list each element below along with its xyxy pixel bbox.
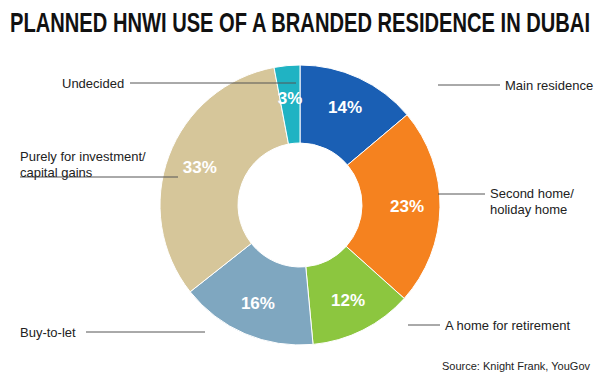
data-label: 3% xyxy=(278,89,303,108)
leader-line xyxy=(408,325,440,326)
category-label: A home for retirement xyxy=(445,318,570,333)
leader-line xyxy=(438,85,500,86)
data-label: 12% xyxy=(331,291,365,310)
leader-line xyxy=(86,332,205,333)
category-label-line: Purely for investment/ xyxy=(20,149,146,164)
category-label-line: Second home/ xyxy=(490,186,574,201)
category-label: Main residence xyxy=(505,78,593,93)
donut: 14% 23% 12% 16% 33% 3% xyxy=(160,65,440,345)
category-label: Purely for investment/capital gains xyxy=(20,149,146,180)
category-label-line: Buy-to-let xyxy=(20,325,76,340)
category-label-line: holiday home xyxy=(490,202,567,217)
data-label: 14% xyxy=(328,98,362,117)
data-label: 33% xyxy=(183,158,217,177)
leader-line xyxy=(438,194,485,195)
category-label-line: A home for retirement xyxy=(445,318,570,333)
source: Source: Knight Frank, YouGov xyxy=(442,360,590,372)
category-label: Second home/holiday home xyxy=(490,186,574,217)
category-label-line: Main residence xyxy=(505,78,593,93)
chart: PLANNED HNWI USE OF A BRANDED RESIDENCE … xyxy=(0,0,600,379)
title: PLANNED HNWI USE OF A BRANDED RESIDENCE … xyxy=(10,7,590,38)
category-label: Buy-to-let xyxy=(20,325,76,340)
slice xyxy=(306,246,404,344)
category-label-line: capital gains xyxy=(20,165,93,180)
data-label: 16% xyxy=(241,294,275,313)
category-label-line: Undecided xyxy=(62,76,124,91)
slice xyxy=(160,67,288,291)
category-label: Undecided xyxy=(62,76,124,91)
data-label: 23% xyxy=(390,197,424,216)
leader-line xyxy=(130,83,296,84)
